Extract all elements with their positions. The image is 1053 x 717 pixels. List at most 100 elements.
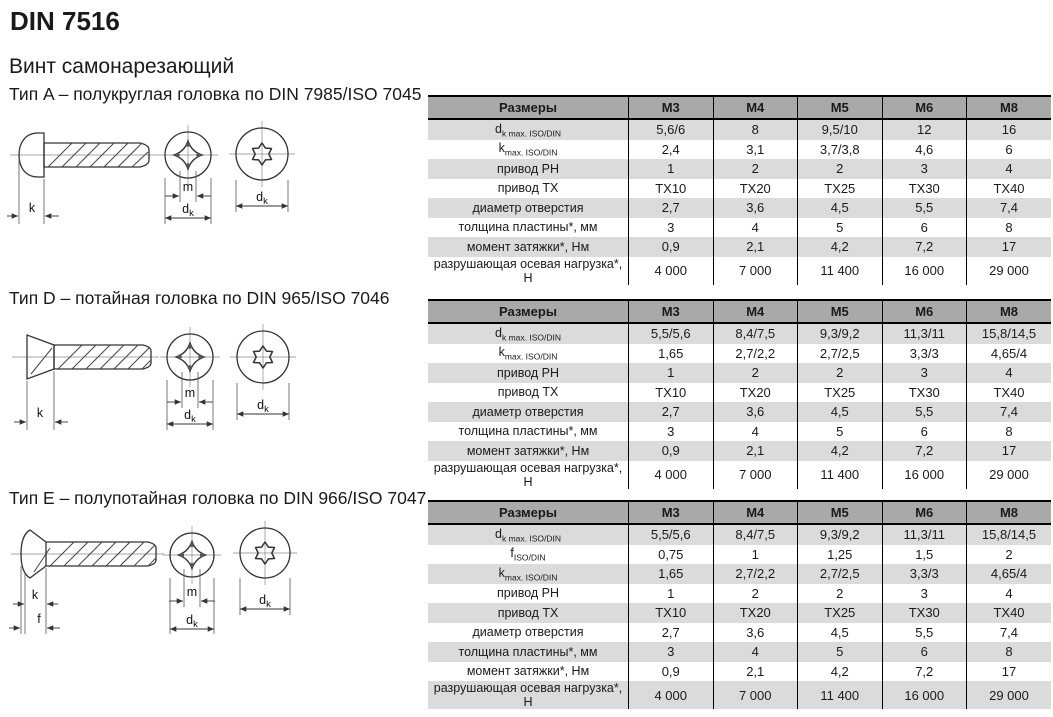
value-cell: 1,5 (881, 544, 967, 564)
dim-label-f: f (37, 612, 41, 626)
value-cell: 8 (966, 217, 1051, 237)
value-cell: 8,4/7,5 (712, 524, 798, 545)
value-cell: 2,7 (628, 622, 713, 642)
table-row: момент затяжки*, Нм 0,9 2,1 4,2 7,2 17 (428, 441, 1051, 461)
page-subtitle: Винт самонарезающий (9, 55, 235, 78)
row-label: dk max. ISO/DIN (428, 119, 629, 140)
row-label: момент затяжки*, Нм (428, 441, 629, 461)
row-label: fISO/DIN (510, 546, 546, 563)
row-label: привод PH (428, 159, 629, 179)
value-cell: 29 000 (966, 681, 1051, 709)
value-cell: 4 000 (628, 256, 713, 285)
table-row: толщина пластины*, мм 3 4 5 6 8 (428, 421, 1051, 441)
value-cell: 1,65 (628, 564, 713, 584)
value-cell: 4 (712, 217, 798, 237)
value-cell: 5 (797, 217, 882, 237)
value-cell: 2,7 (628, 198, 713, 218)
size-column-header: M5 (797, 95, 882, 120)
value-cell: TX40 (966, 382, 1051, 402)
row-label: kmax. ISO/DIN (498, 141, 558, 158)
value-cell: 2 (797, 159, 882, 179)
row-label: разрушающая осевая нагрузка*, Н (433, 460, 623, 489)
value-cell: 29 000 (966, 256, 1051, 285)
size-column-header: M3 (628, 95, 713, 120)
value-cell: 2,7 (628, 402, 713, 422)
value-cell: 2 (712, 583, 798, 603)
section-heading-type-d: Тип D – потайная головка по DIN 965/ISO … (9, 288, 390, 308)
value-cell: 7 000 (712, 460, 798, 489)
value-cell: 2,7/2,5 (797, 343, 882, 363)
value-cell: 4,2 (797, 441, 882, 461)
value-cell: 4,2 (797, 661, 882, 681)
spec-table-type-d: Размеры M3 M4 M5 M6 M8 dk max. ISO/DIN 5,5/5,6 8… (428, 299, 1051, 489)
size-column-header: M4 (712, 500, 798, 525)
value-cell: 5,6/6 (628, 119, 713, 140)
value-cell: 7,4 (966, 402, 1051, 422)
value-cell: 17 (966, 237, 1051, 257)
sizes-header: Размеры (428, 95, 629, 120)
value-cell: 11 400 (797, 256, 882, 285)
size-column-header: M8 (966, 500, 1051, 525)
header-row: Размеры M3 M4 M5 M6 M8 (428, 95, 1051, 120)
sizes-header: Размеры (428, 500, 629, 525)
value-cell: 6 (881, 421, 967, 441)
table-row: диаметр отверстия 2,7 3,6 4,5 5,5 7,4 (428, 198, 1051, 218)
value-cell: 3,6 (712, 622, 798, 642)
value-cell: 5 (797, 642, 882, 662)
screw-side-view: k f (9, 529, 164, 634)
torx-head-view: dk (233, 521, 297, 615)
value-cell: 3,1 (712, 139, 798, 159)
sizes-header: Размеры (428, 299, 629, 324)
size-column-header: M6 (881, 95, 967, 120)
table-row: dk max. ISO/DIN 5,5/5,6 8,4/7,5 9,3/9,2 11,3… (428, 323, 1051, 344)
table-row: kmax. ISO/DIN 1,65 2,7/2,2 2,7/2,5 3,3/3 4,65… (428, 343, 1051, 363)
table-row: привод TX TX10 TX20 TX25 TX30 TX40 (428, 382, 1051, 402)
phillips-head-view: m dk (160, 327, 220, 430)
value-cell: 2,7/2,2 (712, 564, 798, 584)
value-cell: 3,3/3 (881, 343, 967, 363)
value-cell: 0,9 (628, 237, 713, 257)
value-cell: 2 (797, 363, 882, 383)
value-cell: 2,4 (628, 139, 713, 159)
row-label: привод TX (428, 603, 629, 623)
value-cell: 4 (712, 421, 798, 441)
row-label: толщина пластины*, мм (458, 424, 598, 439)
dim-label-m: m (183, 180, 193, 194)
value-cell: 2,7/2,5 (797, 564, 882, 584)
value-cell: 5 (797, 421, 882, 441)
table-row: dk max. ISO/DIN 5,5/5,6 8,4/7,5 9,3/9,2 11,3… (428, 524, 1051, 545)
value-cell: 3,6 (712, 198, 798, 218)
value-cell: TX10 (628, 603, 713, 623)
value-cell: 2 (712, 159, 798, 179)
value-cell: 3,3/3 (881, 564, 967, 584)
dim-label-m: m (187, 585, 197, 599)
dim-label-dk: dk (257, 398, 269, 415)
row-label: разрушающая осевая нагрузка*, Н (433, 256, 623, 285)
table-row: момент затяжки*, Нм 0,9 2,1 4,2 7,2 17 (428, 661, 1051, 681)
value-cell: 4,6 (881, 139, 967, 159)
value-cell: TX30 (881, 382, 967, 402)
value-cell: 9,3/9,2 (797, 323, 882, 344)
value-cell: 16 000 (881, 681, 967, 709)
value-cell: 0,9 (628, 441, 713, 461)
table-row: диаметр отверстия 2,7 3,6 4,5 5,5 7,4 (428, 622, 1051, 642)
screw-side-view: k (12, 334, 159, 430)
value-cell: 8 (966, 642, 1051, 662)
dim-label-dk: dk (182, 202, 194, 219)
value-cell: 3 (628, 642, 713, 662)
value-cell: 6 (881, 217, 967, 237)
table-row: момент затяжки*, Нм 0,9 2,1 4,2 7,2 17 (428, 237, 1051, 257)
value-cell: TX40 (966, 178, 1051, 198)
value-cell: 4 000 (628, 460, 713, 489)
value-cell: 2 (966, 544, 1051, 564)
table-row: диаметр отверстия 2,7 3,6 4,5 5,5 7,4 (428, 402, 1051, 422)
value-cell: 5,5 (881, 198, 967, 218)
section-heading-type-a: Тип A – полукруглая головка по DIN 7985/… (9, 84, 422, 104)
size-column-header: M8 (966, 95, 1051, 120)
type-e-drawing: k f m dk dk (9, 521, 297, 634)
value-cell: 11,3/11 (881, 524, 967, 545)
value-cell: TX20 (712, 178, 798, 198)
row-label: момент затяжки*, Нм (428, 237, 629, 257)
